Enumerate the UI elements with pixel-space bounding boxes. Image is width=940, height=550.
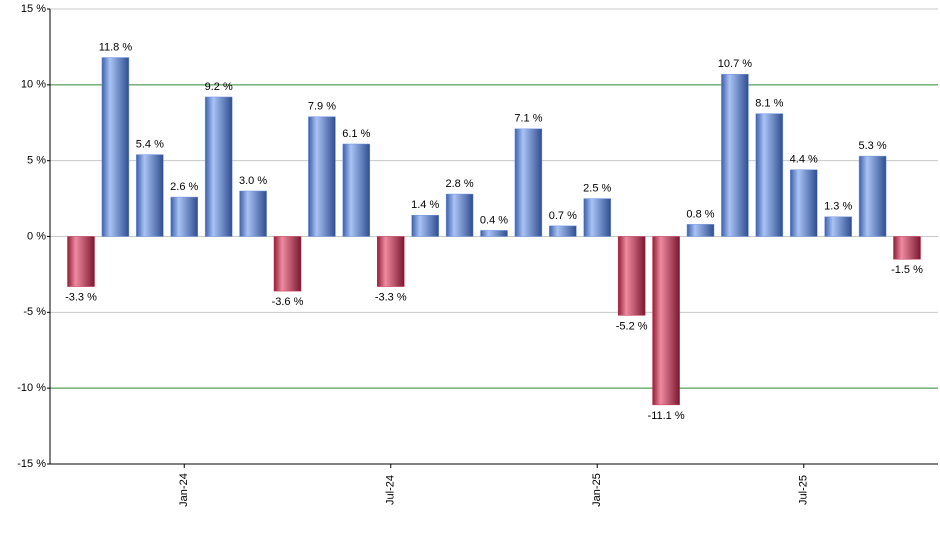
value-label: 5.3 %: [859, 140, 887, 152]
bar: [790, 169, 818, 237]
bar: [342, 143, 371, 237]
value-label: -3.3 %: [65, 291, 97, 303]
value-label: -11.1 %: [648, 410, 685, 422]
bar: [824, 216, 852, 237]
value-label: 11.8 %: [99, 41, 133, 53]
y-tick-label: -5 %: [23, 306, 46, 318]
value-label: 0.7 %: [549, 210, 577, 222]
bar: [136, 154, 164, 237]
value-label: 7.1 %: [514, 113, 542, 125]
x-tick-label: Jan-25: [591, 473, 603, 507]
value-label: 5.4 %: [136, 139, 164, 151]
value-label: 7.9 %: [308, 101, 336, 113]
bar: [308, 116, 336, 237]
y-tick-label: 10 %: [21, 79, 46, 91]
bar: [445, 193, 474, 237]
x-tick-label: Jul-25: [798, 475, 810, 505]
bar: [239, 190, 267, 237]
bar: [101, 57, 130, 237]
bar: [377, 236, 405, 287]
bar: [686, 224, 715, 237]
bar: [273, 236, 302, 292]
value-label: -5.2 %: [616, 320, 648, 332]
bar: [549, 225, 577, 237]
bar: [67, 236, 95, 287]
y-tick-label: 0 %: [27, 230, 46, 242]
value-label: 10.7 %: [718, 58, 752, 70]
y-tick-label: -10 %: [17, 382, 46, 394]
x-tick-label: Jan-24: [178, 473, 190, 507]
x-tick-label: Jul-24: [385, 475, 397, 505]
value-label: 2.6 %: [170, 181, 198, 193]
bar: [170, 196, 198, 237]
bar: [721, 73, 749, 237]
value-label: -1.5 %: [891, 264, 923, 276]
value-label: 4.4 %: [790, 154, 818, 166]
bar: [858, 155, 887, 237]
value-label: 3.0 %: [239, 175, 267, 187]
value-label: 0.8 %: [686, 208, 714, 220]
bar: [411, 215, 439, 237]
y-tick-label: 15 %: [21, 3, 46, 15]
bar: [204, 96, 233, 237]
value-label: 2.8 %: [446, 178, 474, 190]
value-label: 8.1 %: [755, 98, 783, 110]
bar: [617, 236, 646, 316]
bar: [755, 113, 784, 237]
bar: [893, 236, 921, 260]
bar: [480, 230, 508, 237]
value-label: -3.3 %: [375, 291, 407, 303]
y-tick-label: 5 %: [27, 155, 46, 167]
value-label: 1.3 %: [824, 201, 852, 213]
value-label: 0.4 %: [480, 214, 508, 226]
bar: [514, 128, 543, 237]
value-label: 6.1 %: [342, 128, 370, 140]
value-label: 1.4 %: [411, 199, 439, 211]
y-tick-label: -15 %: [17, 458, 46, 470]
bar: [652, 236, 680, 406]
value-label: 9.2 %: [205, 81, 233, 93]
bar: [583, 198, 611, 237]
value-label: 2.5 %: [583, 182, 611, 194]
value-label: -3.6 %: [272, 296, 304, 308]
